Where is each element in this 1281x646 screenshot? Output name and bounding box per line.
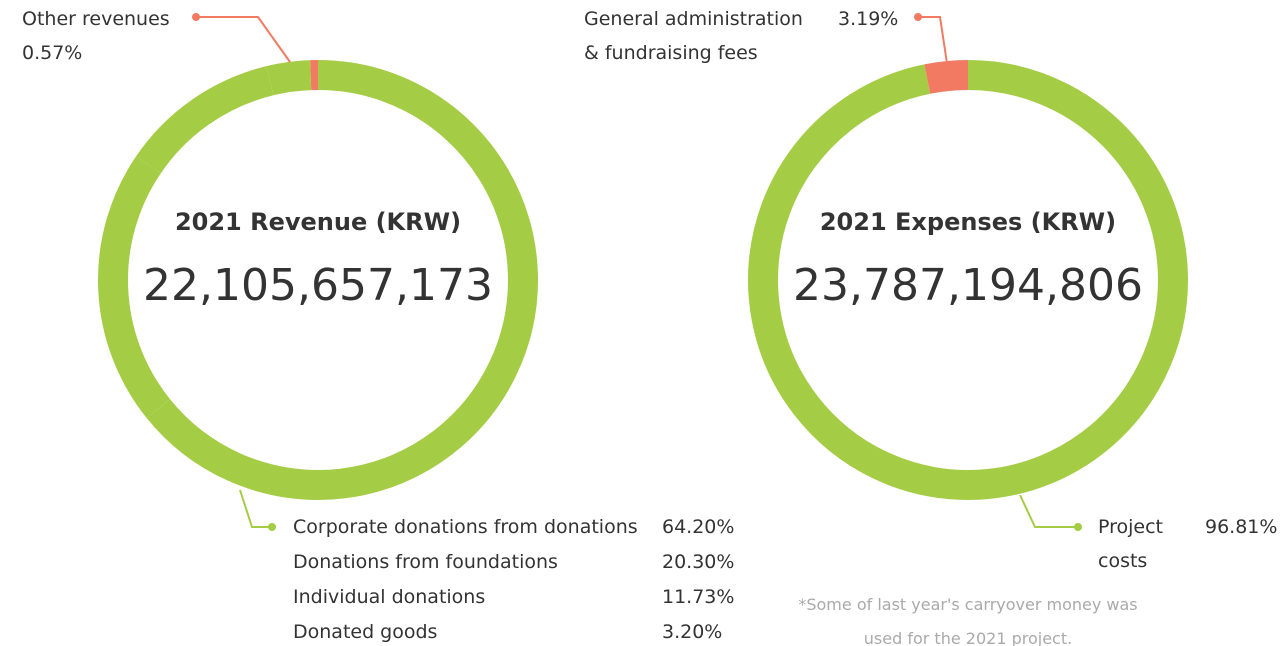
total: 23,787,194,806	[793, 260, 1143, 311]
leader-dot	[914, 13, 922, 21]
leader-line	[918, 16, 949, 71]
value-label: 0.57%	[22, 42, 83, 64]
label: Corporate donations from donations	[293, 516, 638, 538]
donut-segment	[748, 60, 1188, 500]
leader-line	[239, 489, 272, 528]
leader-dot	[1074, 523, 1082, 531]
total: 22,105,657,173	[143, 260, 493, 311]
donut-segment	[266, 60, 312, 96]
donut-segment	[146, 60, 538, 500]
label: Individual donations	[293, 586, 486, 608]
value-label: 11.73%	[662, 586, 735, 608]
label: Project costs	[1098, 516, 1164, 572]
label: Donations from foundations	[293, 551, 558, 573]
label: General administration & fundraising fee…	[584, 8, 803, 64]
label: Other revenues	[22, 8, 170, 30]
value-label: 3.19%	[838, 8, 899, 30]
leader-line	[196, 16, 291, 63]
donut-segment	[136, 66, 274, 174]
leader-dot	[268, 523, 276, 531]
label: Donated goods	[293, 621, 438, 643]
chart-title: 2021 Revenue (KRW)	[174, 208, 462, 236]
value-label: 3.20%	[662, 621, 723, 643]
donut-segment	[98, 156, 171, 419]
leader-line	[1019, 494, 1078, 528]
donut-segment	[924, 60, 969, 94]
leader-dot	[192, 13, 200, 21]
value-label: 96.81%	[1205, 516, 1278, 538]
value-label: 20.30%	[662, 551, 735, 573]
chart-title: 2021 Expenses (KRW)	[819, 208, 1117, 236]
leaders	[192, 13, 1082, 531]
value-label: 64.20%	[662, 516, 735, 538]
note: *Some of last year's carryover money was…	[798, 595, 1138, 646]
